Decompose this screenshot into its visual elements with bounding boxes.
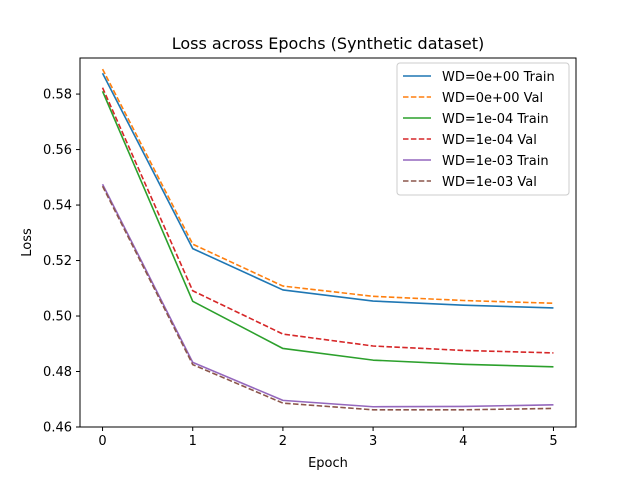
legend-label-4: WD=1e-03 Train	[442, 154, 549, 169]
y-tick-label: 0.54	[43, 199, 72, 214]
y-tick-label: 0.50	[43, 310, 72, 325]
x-tick-label: 4	[459, 434, 467, 449]
series-line-5	[101, 185, 554, 411]
x-tick-label: 1	[189, 434, 197, 449]
y-tick-label: 0.56	[43, 143, 72, 158]
y-tick-label: 0.48	[43, 365, 72, 380]
y-tick-label: 0.46	[43, 421, 72, 436]
x-axis-label: Epoch	[308, 456, 348, 471]
legend-label-3: WD=1e-04 Val	[442, 133, 537, 148]
chart-title: Loss across Epochs (Synthetic dataset)	[172, 34, 485, 53]
series-line-3	[101, 87, 554, 354]
x-axis-ticks: 0 1 2 3 4 5	[98, 427, 558, 449]
series-line-4	[101, 183, 554, 408]
x-tick-label: 2	[279, 434, 287, 449]
legend-label-1: WD=0e+00 Val	[442, 91, 543, 106]
series-line-0	[101, 72, 554, 309]
legend-label-5: WD=1e-03 Val	[442, 175, 537, 190]
x-tick-label: 5	[549, 434, 557, 449]
y-axis-label: Loss	[20, 228, 35, 257]
legend-label-2: WD=1e-04 Train	[442, 112, 549, 127]
series-line-1	[101, 68, 554, 305]
y-tick-label: 0.58	[43, 88, 72, 103]
plot-frame	[79, 57, 577, 428]
x-tick-label: 0	[98, 434, 106, 449]
series-line-2	[101, 90, 554, 368]
legend: WD=0e+00 Train WD=0e+00 Val WD=1e-04 Train…	[396, 62, 570, 196]
plot-marks	[101, 68, 554, 411]
y-tick-label: 0.52	[43, 254, 72, 269]
legend-label-0: WD=0e+00 Train	[442, 70, 555, 85]
y-axis-ticks: 0.46 0.48 0.50 0.52 0.54 0.56 0.58	[43, 88, 80, 436]
legend-box	[396, 62, 570, 196]
x-tick-label: 3	[369, 434, 377, 449]
